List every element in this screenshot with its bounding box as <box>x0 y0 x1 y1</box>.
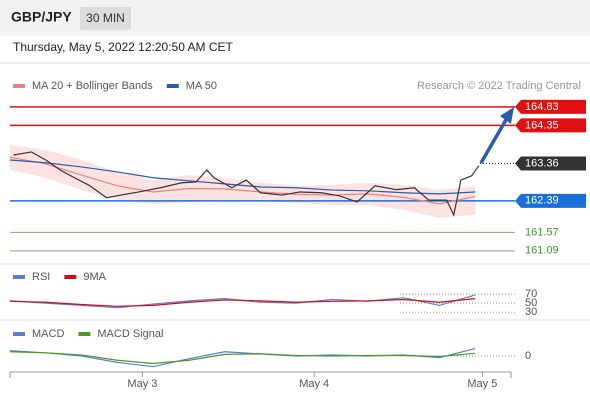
series-line <box>9 156 476 205</box>
series-line <box>13 151 480 217</box>
series-line <box>9 347 476 368</box>
y-tick-label: 50 <box>525 297 537 309</box>
interval-pill[interactable] <box>80 7 131 30</box>
legend-label: MACD Signal <box>97 328 163 340</box>
level-tag <box>515 193 586 208</box>
legend-swatch <box>64 275 77 279</box>
symbol: GBP/JPY <box>11 9 72 25</box>
y-tick-label: 0 <box>525 350 531 362</box>
series-line <box>9 294 476 309</box>
timestamp: Thursday, May 5, 2022 12:20:50 AM CET <box>13 40 234 54</box>
forecast-arrowhead <box>500 107 514 124</box>
x-tick-label: May 3 <box>127 378 157 390</box>
legend-swatch <box>78 332 91 336</box>
level-label: 161.09 <box>525 245 559 257</box>
legend-swatch <box>13 84 25 88</box>
legend-label: MA 50 <box>186 80 217 92</box>
y-tick-label: 70 <box>525 288 537 300</box>
series-line <box>9 298 476 307</box>
legend-label: RSI <box>32 271 50 283</box>
series-line <box>9 159 476 195</box>
level-label: 164.83 <box>525 101 559 113</box>
level-label: 163.36 <box>525 157 559 169</box>
x-tick-label: May 5 <box>467 378 497 390</box>
y-tick-label: 30 <box>525 306 537 318</box>
level-tag <box>515 156 586 171</box>
level-tag <box>515 99 586 114</box>
series-line <box>9 351 476 365</box>
level-tag <box>515 118 586 133</box>
interval[interactable]: 30 MIN <box>86 11 125 25</box>
credit: Research © 2022 Trading Central <box>417 80 581 92</box>
legend-label: MA 20 + Bollinger Bands <box>32 80 153 92</box>
legend-label: MACD <box>32 328 64 340</box>
plot: MA 20 + Bollinger Bands MA 50 Research © 2… <box>9 80 586 390</box>
legend-swatch <box>166 84 179 88</box>
level-label: 164.35 <box>525 119 559 131</box>
legend-swatch <box>13 332 25 336</box>
level-label: 161.57 <box>525 226 559 238</box>
legend-swatch <box>13 275 25 279</box>
legend-label: 9MA <box>83 271 106 283</box>
x-tick-label: May 4 <box>299 378 329 390</box>
forecast-arrow <box>479 117 509 164</box>
level-label: 162.39 <box>525 195 559 207</box>
